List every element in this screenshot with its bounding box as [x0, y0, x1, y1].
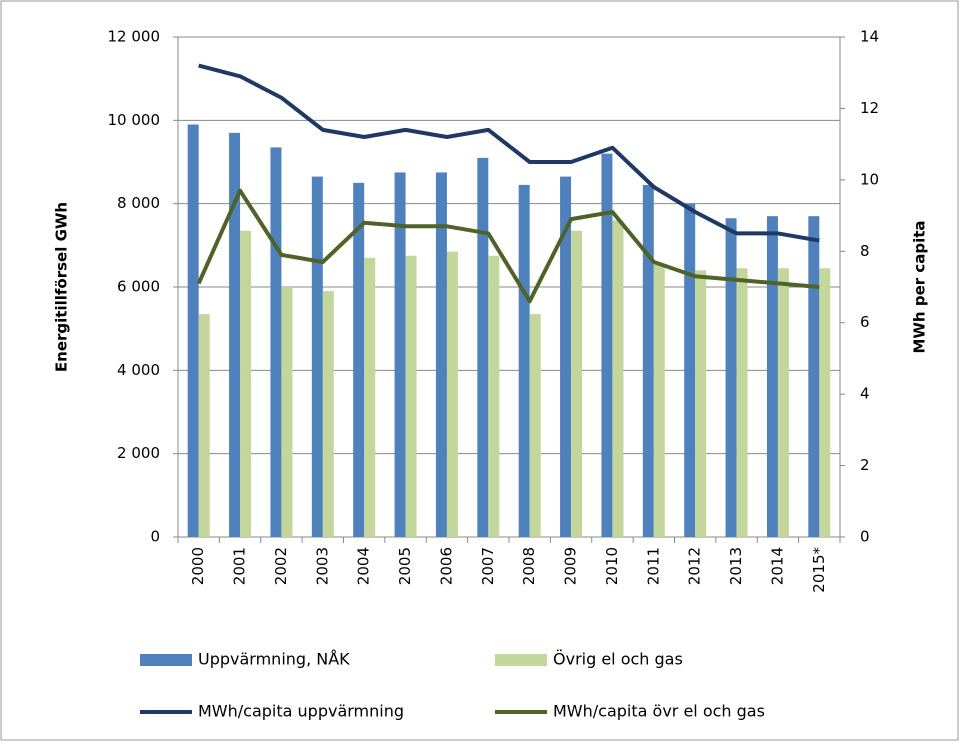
legend-swatch [495, 654, 547, 666]
y2-tick-label: 0 [860, 528, 870, 546]
x-tick-label: 2000 [189, 547, 207, 585]
bar [808, 216, 820, 537]
bar [571, 230, 583, 537]
x-tick-label: 2004 [355, 547, 373, 585]
bar [240, 230, 252, 537]
y-tick-label: 8 000 [117, 194, 160, 212]
bar [311, 176, 323, 538]
x-tick-label: 2015* [810, 547, 828, 593]
bar [394, 172, 406, 537]
bar [819, 268, 831, 537]
bar [477, 157, 489, 538]
bar [435, 172, 447, 537]
bar [529, 314, 541, 537]
x-tick-label: 2012 [686, 547, 704, 585]
y-axis-label: Energitillförsel GWh [53, 202, 71, 372]
bar [270, 147, 282, 537]
bar [601, 153, 613, 537]
x-tick-label: 2013 [727, 547, 745, 585]
bar [198, 314, 210, 537]
y2-axis-label: MWh per capita [911, 220, 929, 353]
y2-tick-label: 8 [860, 242, 870, 260]
line-series [196, 188, 820, 304]
y-tick-label: 0 [150, 528, 160, 546]
bar [560, 176, 572, 538]
y-tick-label: 12 000 [108, 28, 161, 46]
x-tick-label: 2009 [562, 547, 580, 585]
y2-tick-label: 14 [860, 28, 879, 46]
y-tick-label: 6 000 [117, 278, 160, 296]
bar [766, 216, 778, 537]
bar [281, 287, 293, 537]
y2-tick-label: 2 [860, 456, 870, 474]
x-tick-label: 2003 [313, 547, 331, 585]
legend-label: Uppvärmning, NÅK [198, 650, 350, 669]
bar [446, 251, 458, 538]
x-tick-label: 2014 [768, 547, 786, 585]
x-tick-label: 2002 [272, 547, 290, 585]
y-tick-label: 10 000 [108, 111, 161, 129]
x-tick-label: 2001 [231, 547, 249, 585]
y2-tick-label: 4 [860, 385, 870, 403]
legend-label: MWh/capita övr el och gas [553, 702, 765, 721]
y2-tick-label: 6 [860, 313, 870, 331]
bar [364, 257, 376, 537]
legend-swatch [140, 654, 192, 666]
x-tick-label: 2011 [644, 547, 662, 585]
bar [684, 203, 696, 537]
x-tick-label: 2008 [520, 547, 538, 585]
bar [736, 268, 748, 537]
y-tick-label: 4 000 [117, 361, 160, 379]
bar [187, 124, 199, 537]
bar [405, 255, 417, 537]
x-tick-label: 2005 [396, 547, 414, 585]
x-tick-label: 2006 [437, 547, 455, 585]
bar [777, 268, 789, 537]
bar [488, 255, 500, 537]
bar [229, 132, 241, 538]
y2-tick-label: 12 [860, 99, 879, 117]
x-tick-label: 2010 [603, 547, 621, 585]
bar [695, 270, 707, 537]
bar [725, 218, 737, 537]
bar [642, 184, 654, 537]
bar [653, 264, 665, 537]
y-tick-label: 2 000 [117, 444, 160, 462]
bar [353, 182, 365, 538]
legend-label: Övrig el och gas [553, 650, 683, 669]
legend-label: MWh/capita uppvärmning [198, 702, 404, 721]
bar [612, 220, 624, 538]
bar [322, 291, 334, 537]
y2-tick-label: 10 [860, 170, 879, 188]
line-series [198, 63, 820, 243]
bar [518, 184, 530, 537]
x-tick-label: 2007 [479, 547, 497, 585]
